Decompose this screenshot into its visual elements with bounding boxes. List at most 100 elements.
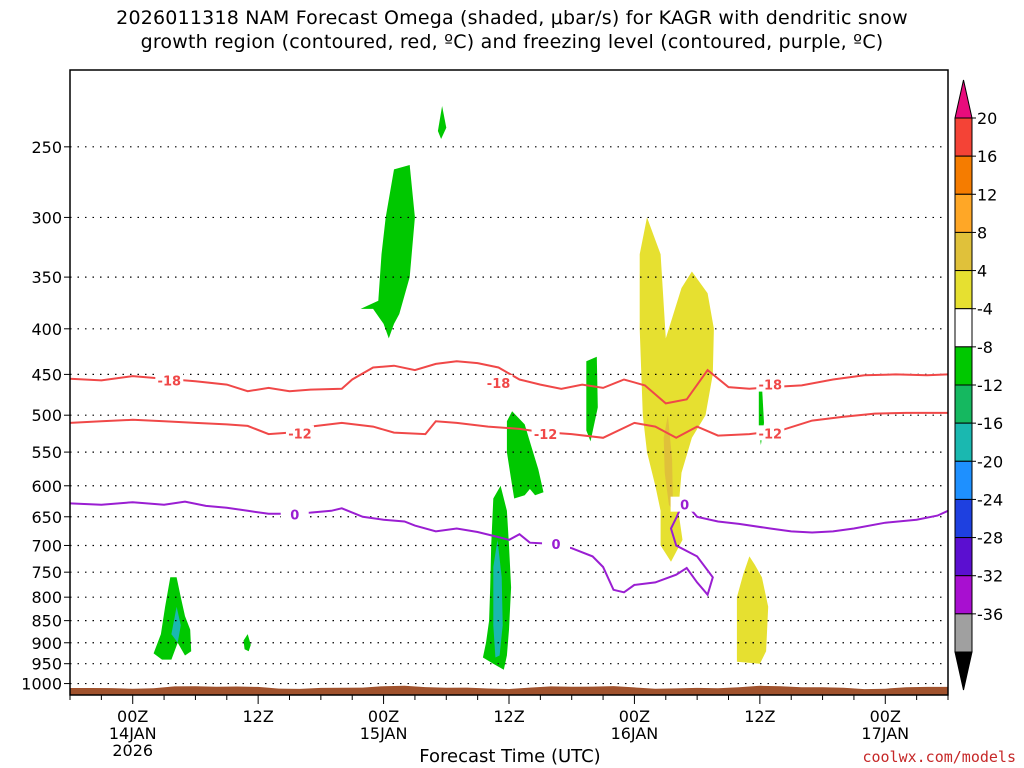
contour-label: -12 <box>288 427 312 442</box>
shade-green-sfc-left <box>153 577 192 660</box>
title-line-2: growth region (contoured, red, ºC) and f… <box>140 31 884 53</box>
colorbar-bottom-arrow <box>954 651 973 691</box>
contour-label-bg <box>280 506 309 522</box>
site-credit[interactable]: coolwx.com/models <box>862 748 1016 766</box>
colorbar-label: -24 <box>977 490 1003 509</box>
y-tick-label: 800 <box>31 588 62 607</box>
colorbar-swatch <box>954 575 973 615</box>
y-tick-label: 750 <box>31 563 62 582</box>
colorbar-label: -36 <box>977 605 1003 624</box>
colorbar-label: 8 <box>977 223 987 242</box>
contour-label-bg <box>756 376 785 392</box>
colorbar-label: -8 <box>977 338 993 357</box>
colorbar-swatch <box>954 231 973 272</box>
y-tick-label: 450 <box>31 365 62 384</box>
contour-label: -12 <box>534 428 558 443</box>
y-tick-label: 550 <box>31 443 62 462</box>
x-tick-date: 16JAN <box>611 724 659 743</box>
terrain-layer <box>70 685 948 695</box>
shade-yellow-lower <box>736 556 769 664</box>
contour-label: -18 <box>487 377 511 392</box>
colorbar-swatch <box>954 155 973 195</box>
colorbar-label: -32 <box>977 567 1003 586</box>
y-tick-label: 900 <box>31 634 62 653</box>
contour-label: -12 <box>759 427 783 442</box>
colorbar-swatch <box>954 117 973 157</box>
x-tick-label: 00Z <box>368 707 399 726</box>
colorbar-label: 20 <box>977 109 997 128</box>
shade-green-mid <box>506 411 544 499</box>
chart-title: 2026011318 NAM Forecast Omega (shaded, μ… <box>0 6 1024 54</box>
contour-label: 0 <box>290 508 299 523</box>
colorbar-swatch <box>954 193 973 233</box>
y-tick-label: 650 <box>31 508 62 527</box>
x-tick-year: 2026 <box>112 741 153 760</box>
colorbar-label: -4 <box>977 300 993 319</box>
y-tick-label: 950 <box>31 655 62 674</box>
shade-yellow-tower <box>639 217 714 562</box>
shade-green-dot <box>243 634 251 652</box>
x-tick-label: 00Z <box>117 707 148 726</box>
colorbar-label: -12 <box>977 376 1003 395</box>
x-tick-label: 12Z <box>744 707 775 726</box>
contour-labels: -18 -18 -18 -12 -12 -12 0 0 0 <box>155 372 785 553</box>
colorbar-swatch <box>954 422 973 462</box>
x-tick-date: 15JAN <box>360 724 408 743</box>
contour-label-bg <box>542 535 571 551</box>
y-tick-label: 400 <box>31 320 62 339</box>
colorbar-swatch <box>954 308 973 348</box>
colorbar-swatch <box>954 460 973 500</box>
shade-green-cap <box>437 106 447 139</box>
contour-label-bg <box>756 425 785 441</box>
shade-cyan-core <box>493 539 503 658</box>
colorbar-top-arrow <box>954 79 973 119</box>
colorbar-label: -28 <box>977 529 1003 548</box>
y-tick-label: 600 <box>31 477 62 496</box>
x-tick-label: 00Z <box>870 707 901 726</box>
terrain-surface <box>70 685 948 695</box>
contour-label: 0 <box>680 499 689 514</box>
y-tick-label: 850 <box>31 612 62 631</box>
contour-label: -18 <box>759 379 783 394</box>
colorbar-swatch <box>954 498 973 539</box>
shade-cyan-sfc-left <box>171 606 181 643</box>
y-tick-label: 250 <box>31 138 62 157</box>
colorbar-label: -16 <box>977 414 1003 433</box>
x-tick-date: 14JAN <box>109 724 157 743</box>
title-line-1: 2026011318 NAM Forecast Omega (shaded, μ… <box>116 7 908 29</box>
contour-label: 0 <box>552 538 561 553</box>
x-axis-label: Forecast Time (UTC) <box>419 746 601 767</box>
omega-shading <box>153 106 769 670</box>
shade-green-thin-right <box>586 356 598 442</box>
colorbar-label: 16 <box>977 147 997 166</box>
contour-label: -18 <box>158 374 182 389</box>
contour-label-bg <box>484 374 513 390</box>
x-tick-label: 12Z <box>493 707 524 726</box>
x-tick-label: 12Z <box>242 707 273 726</box>
y-tick-label: 500 <box>31 406 62 425</box>
y-axis: 250 300 350 400 450 500 550 600 650 700 750 800 850 9… <box>21 138 70 694</box>
colorbar-swatch <box>954 346 973 386</box>
colorbar-label: 4 <box>977 262 987 281</box>
y-tick-label: 1000 <box>21 675 62 694</box>
contour-label-bg <box>531 426 560 442</box>
colorbar-swatch <box>954 537 973 577</box>
contour-label-bg <box>155 372 184 388</box>
y-tick-label: 300 <box>31 208 62 227</box>
contour-label-bg <box>670 496 699 512</box>
y-tick-label: 700 <box>31 536 62 555</box>
colorbar: 20 16 12 8 4 -4 -8 -12 -16 -20 -24 -28 -32 -36 <box>954 79 1003 691</box>
colorbar-label: -20 <box>977 452 1003 471</box>
y-tick-label: 350 <box>31 268 62 287</box>
colorbar-swatch <box>954 613 973 653</box>
shade-orange-streak <box>663 415 674 511</box>
colorbar-swatch <box>954 270 973 310</box>
colorbar-label: 12 <box>977 185 997 204</box>
contour-label-bg <box>285 425 314 441</box>
x-tick-label: 00Z <box>619 707 650 726</box>
colorbar-swatch <box>954 384 973 424</box>
x-tick-date: 17JAN <box>861 724 909 743</box>
shade-green-upper <box>360 165 415 339</box>
